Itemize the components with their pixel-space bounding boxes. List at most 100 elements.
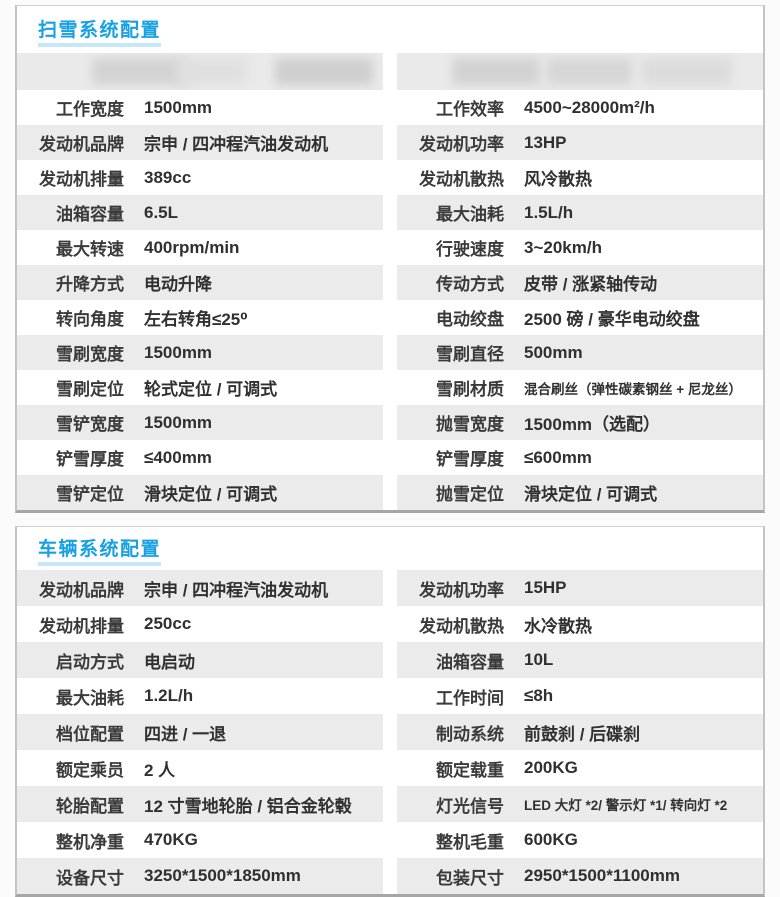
- section-header: 扫雪系统配置: [17, 6, 763, 53]
- spec-value: ≤600mm: [524, 447, 592, 467]
- spec-label: 发动机散热: [419, 616, 504, 636]
- spec-cell: 铲雪厚度 ≤600mm: [397, 440, 763, 475]
- spec-row: 轮胎配置 12 寸雪地轮胎 / 铝合金轮毂 灯光信号 LED 大灯 *2/ 警示灯 *…: [17, 786, 763, 822]
- spec-label: 包装尺寸: [436, 868, 504, 888]
- spec-label: 油箱容量: [56, 205, 124, 224]
- spec-label: 发动机品牌: [39, 580, 124, 600]
- spec-row: 启动方式 电启动 油箱容量 10L: [17, 642, 763, 678]
- spec-label: 最大油耗: [56, 688, 124, 708]
- spec-value: 风冷散热: [524, 170, 592, 189]
- spec-cell: 灯光信号 LED 大灯 *2/ 警示灯 *1/ 转向灯 *2: [397, 786, 763, 822]
- spec-cell: 工作时间 ≤8h: [397, 678, 763, 714]
- spec-rows-snow: 工作宽度 1500mm 工作效率 4500~28000m²/h 发动机品牌 宗申 / 四冲…: [17, 90, 763, 510]
- spec-cell: 发动机散热 风冷散热: [397, 160, 763, 195]
- spec-row: 发动机品牌 宗申 / 四冲程汽油发动机 发动机功率 15HP: [17, 570, 763, 606]
- spec-cell: 抛雪定位 滑块定位 / 可调式: [397, 475, 763, 510]
- spec-value: 皮带 / 涨紧轴传动: [524, 275, 658, 294]
- spec-value: 1500mm: [144, 342, 213, 362]
- spec-cell: 行驶速度 3~20km/h: [397, 230, 763, 265]
- spec-value: 6.5L: [144, 202, 179, 222]
- section-header: 车辆系统配置: [17, 527, 763, 570]
- spec-value: 1500mm（选配）: [524, 415, 661, 434]
- spec-value: 2950*1500*1100mm: [524, 866, 680, 885]
- spec-value: 轮式定位 / 可调式: [144, 380, 278, 399]
- spec-row: 最大油耗 1.2L/h 工作时间 ≤8h: [17, 678, 763, 714]
- spec-value: 四进 / 一退: [144, 724, 227, 744]
- spec-value: 200KG: [524, 758, 578, 777]
- spec-cell: 额定乘员 2 人: [17, 750, 383, 786]
- spec-value: 电动升降: [144, 275, 212, 294]
- spec-row: 设备尺寸 3250*1500*1850mm 包装尺寸 2950*1500*1100mm: [17, 858, 763, 894]
- spec-row: 发动机排量 389cc 发动机散热 风冷散热: [17, 160, 763, 195]
- spec-value: 1.5L/h: [524, 202, 574, 222]
- spec-label: 雪刷材质: [436, 380, 504, 399]
- spec-row: 整机净重 470KG 整机毛重 600KG: [17, 822, 763, 858]
- spec-value: 500mm: [524, 342, 583, 362]
- spec-value: 600KG: [524, 830, 578, 849]
- spec-label: 最大油耗: [436, 205, 504, 224]
- spec-row: 发动机排量 250cc 发动机散热 水冷散热: [17, 606, 763, 642]
- spec-label: 传动方式: [436, 275, 504, 294]
- spec-label: 制动系统: [436, 724, 504, 744]
- spec-value: 250cc: [144, 614, 192, 633]
- spec-label: 发动机散热: [419, 170, 504, 189]
- spec-label: 发动机功率: [419, 135, 504, 154]
- spec-value: 2 人: [144, 760, 176, 780]
- spec-cell: 工作效率 4500~28000m²/h: [397, 90, 763, 125]
- spec-label: 工作宽度: [56, 100, 124, 119]
- spec-label: 工作时间: [436, 688, 504, 708]
- redacted-block-left: [17, 53, 383, 90]
- spec-cell: 轮胎配置 12 寸雪地轮胎 / 铝合金轮毂: [17, 786, 383, 822]
- spec-label: 行驶速度: [436, 240, 504, 259]
- spec-label: 升降方式: [56, 275, 124, 294]
- spec-cell: 升降方式 电动升降: [17, 265, 383, 300]
- spec-cell: 发动机排量 250cc: [17, 606, 383, 642]
- spec-label: 发动机品牌: [39, 135, 124, 154]
- spec-row: 升降方式 电动升降 传动方式 皮带 / 涨紧轴传动: [17, 265, 763, 300]
- spec-value: 1500mm: [144, 412, 213, 432]
- spec-cell: 发动机功率 13HP: [397, 125, 763, 160]
- section-title: 车辆系统配置: [38, 534, 162, 566]
- spec-cell: 雪刷定位 轮式定位 / 可调式: [17, 370, 383, 405]
- spec-cell: 雪铲定位 滑块定位 / 可调式: [17, 475, 383, 510]
- spec-label: 铲雪厚度: [56, 450, 124, 469]
- spec-label: 铲雪厚度: [436, 450, 504, 469]
- spec-value: 10L: [524, 650, 554, 669]
- spec-cell: 工作宽度 1500mm: [17, 90, 383, 125]
- spec-value: 4500~28000m²/h: [524, 97, 655, 117]
- spec-label: 发动机排量: [39, 616, 124, 636]
- spec-value: 滑块定位 / 可调式: [524, 485, 658, 504]
- spec-cell: 铲雪厚度 ≤400mm: [17, 440, 383, 475]
- spec-value: 3~20km/h: [524, 237, 602, 257]
- spec-value: 混合刷丝（弹性碳素钢丝 + 尼龙丝）: [524, 381, 742, 397]
- redacted-smudge: [92, 58, 188, 85]
- spec-value: 389cc: [144, 167, 192, 187]
- spec-label: 整机毛重: [436, 832, 504, 852]
- spec-row: 雪铲定位 滑块定位 / 可调式 抛雪定位 滑块定位 / 可调式: [17, 475, 763, 510]
- spec-label: 雪刷定位: [56, 380, 124, 399]
- spec-label: 抛雪定位: [436, 485, 504, 504]
- spec-value: 滑块定位 / 可调式: [144, 485, 278, 504]
- spec-cell: 雪刷宽度 1500mm: [17, 335, 383, 370]
- spec-label: 启动方式: [56, 652, 124, 672]
- spec-cell: 启动方式 电启动: [17, 642, 383, 678]
- spec-cell: 雪刷材质 混合刷丝（弹性碳素钢丝 + 尼龙丝）: [397, 370, 763, 405]
- spec-value: ≤400mm: [144, 447, 212, 467]
- spec-label: 电动绞盘: [436, 310, 504, 329]
- spec-row: 油箱容量 6.5L 最大油耗 1.5L/h: [17, 195, 763, 230]
- spec-label: 雪铲宽度: [56, 415, 124, 434]
- spec-value: LED 大灯 *2/ 警示灯 *1/ 转向灯 *2: [524, 798, 728, 813]
- spec-cell: 发动机散热 水冷散热: [397, 606, 763, 642]
- spec-row: 档位配置 四进 / 一退 制动系统 前鼓刹 / 后碟刹: [17, 714, 763, 750]
- redacted-smudge: [642, 58, 732, 85]
- spec-value: 水冷散热: [524, 616, 592, 636]
- spec-label: 雪刷直径: [436, 345, 504, 364]
- spec-value: 前鼓刹 / 后碟刹: [524, 724, 641, 744]
- spec-value: 宗申 / 四冲程汽油发动机: [144, 135, 329, 154]
- spec-label: 整机净重: [56, 832, 124, 852]
- spec-value: 宗申 / 四冲程汽油发动机: [144, 580, 329, 600]
- redacted-smudge: [452, 58, 540, 85]
- spec-label: 抛雪宽度: [436, 415, 504, 434]
- spec-cell: 传动方式 皮带 / 涨紧轴传动: [397, 265, 763, 300]
- spec-value: 电启动: [144, 652, 195, 672]
